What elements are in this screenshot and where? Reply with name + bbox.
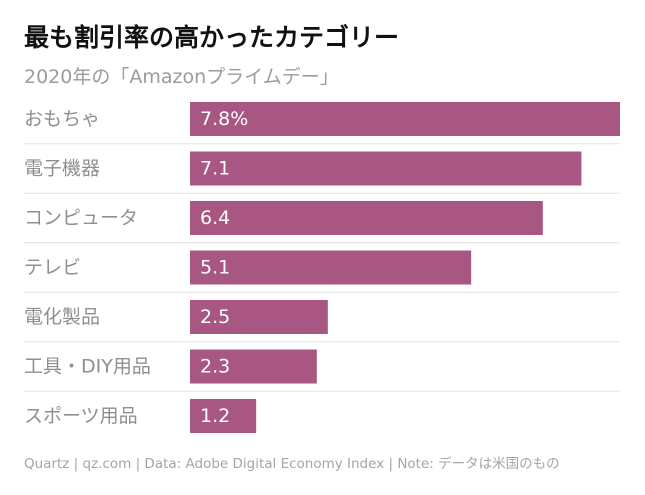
chart-title: 最も割引率の高かったカテゴリー	[24, 23, 400, 52]
value-label: 1.2	[200, 405, 230, 427]
category-label: 電子機器	[24, 158, 100, 180]
bar	[190, 300, 328, 334]
value-label: 2.5	[200, 306, 230, 328]
bar	[190, 151, 582, 186]
value-label: 6.4	[200, 207, 230, 229]
bar	[190, 250, 472, 285]
category-label: コンピュータ	[24, 207, 138, 229]
bar	[190, 349, 317, 384]
category-label: テレビ	[24, 257, 81, 279]
bar	[190, 102, 620, 136]
category-label: スポーツ用品	[24, 405, 138, 427]
value-label: 7.1	[200, 158, 230, 180]
category-label: 電化製品	[24, 306, 100, 328]
category-label: 工具・DIY用品	[24, 356, 151, 378]
value-label: 7.8%	[200, 108, 248, 130]
bar	[190, 399, 257, 433]
chart-subtitle: 2020年の「Amazonプライムデー」	[24, 66, 339, 88]
value-label: 2.3	[200, 356, 230, 378]
value-label: 5.1	[200, 257, 230, 279]
category-label: おもちゃ	[24, 108, 100, 130]
bar	[190, 201, 543, 235]
source-footer: Quartz | qz.com | Data: Adobe Digital Ec…	[24, 456, 560, 472]
